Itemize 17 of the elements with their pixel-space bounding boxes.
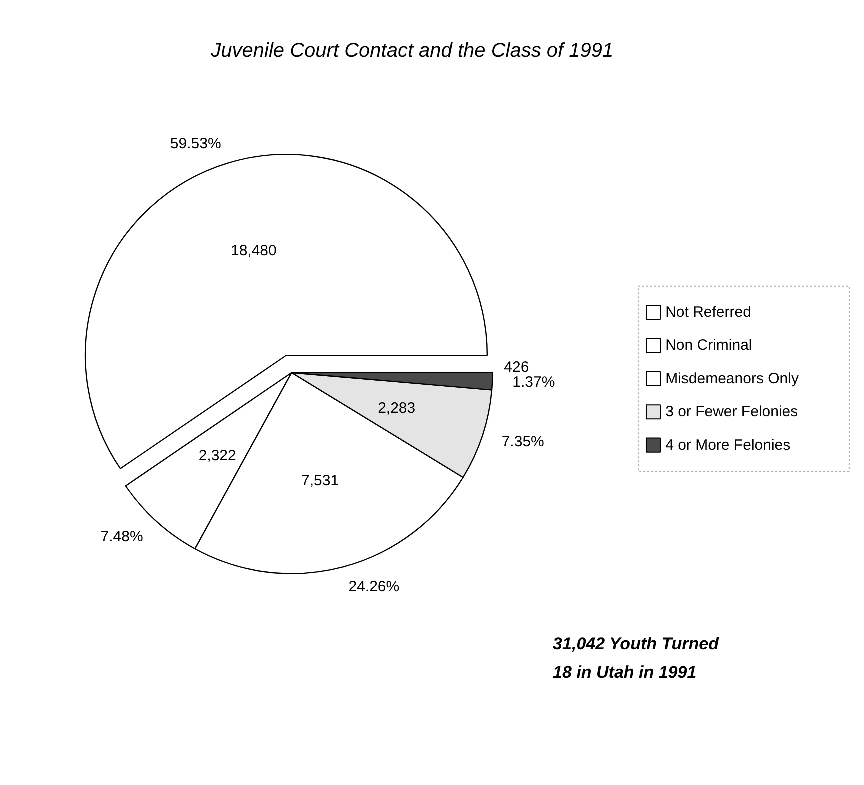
- text: 1.37%: [512, 374, 556, 391]
- legend-label: Not Referred: [666, 304, 752, 321]
- legend-label: Misdemeanors Only: [666, 370, 800, 388]
- text: 7.48%: [100, 528, 144, 546]
- text: 59.53%: [170, 136, 222, 153]
- data-label: 2,283: [378, 400, 416, 417]
- data-label: 2,322: [198, 447, 236, 464]
- legend-label: 4 or More Felonies: [666, 436, 791, 454]
- text: 24.26%: [348, 578, 400, 596]
- legend-label: Non Criminal: [666, 337, 752, 354]
- chart-title: Juvenile Court Contact and the Class of 1991: [210, 40, 614, 62]
- data-label: 7,531: [302, 472, 340, 490]
- text: 31,042 Youth Turned 18 in Utah in 1991: [553, 634, 720, 682]
- data-label: 18,480: [230, 242, 277, 260]
- data-label: 426: [504, 358, 530, 376]
- text: 7.35%: [502, 433, 544, 450]
- legend-label: 3 or Fewer Felonies: [666, 404, 798, 421]
